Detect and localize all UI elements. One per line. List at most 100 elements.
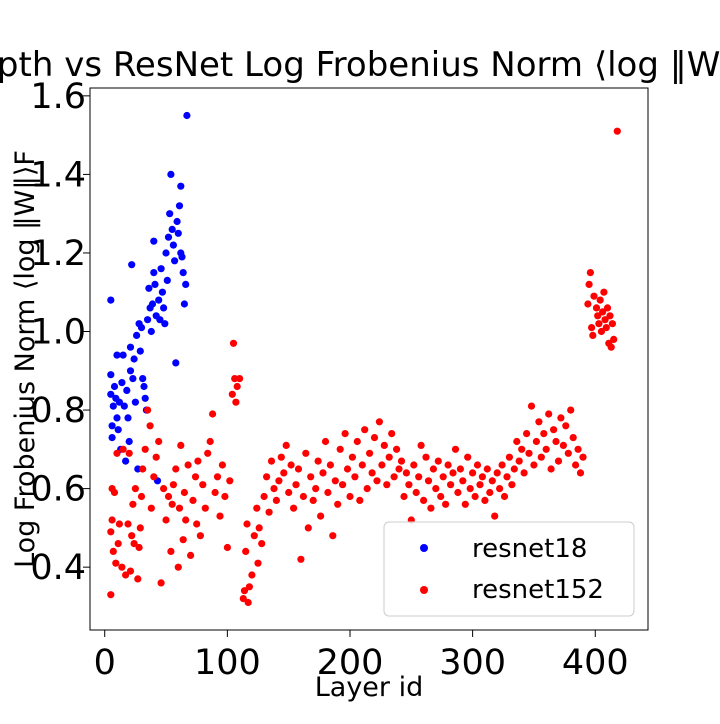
point-resnet152-153 bbox=[432, 485, 440, 493]
point-resnet18-8 bbox=[113, 351, 121, 359]
point-resnet18-42 bbox=[151, 280, 159, 288]
point-resnet152-66 bbox=[229, 339, 238, 347]
point-resnet18-17 bbox=[123, 386, 131, 394]
point-resnet152-219 bbox=[590, 292, 598, 300]
point-resnet152-114 bbox=[336, 445, 344, 453]
point-resnet152-36 bbox=[167, 547, 175, 556]
point-resnet152-46 bbox=[184, 461, 192, 469]
point-resnet152-85 bbox=[265, 508, 273, 516]
point-resnet152-208 bbox=[567, 406, 575, 414]
point-resnet152-184 bbox=[508, 481, 516, 489]
point-resnet18-41 bbox=[150, 269, 158, 277]
point-resnet152-4 bbox=[109, 547, 117, 556]
point-resnet152-76 bbox=[245, 583, 253, 591]
point-resnet152-148 bbox=[420, 496, 428, 504]
point-resnet152-181 bbox=[500, 492, 509, 501]
point-resnet152-61 bbox=[218, 461, 226, 469]
point-resnet18-26 bbox=[133, 331, 141, 339]
point-resnet152-116 bbox=[341, 430, 349, 438]
point-resnet152-57 bbox=[209, 410, 217, 418]
point-resnet152-177 bbox=[491, 512, 499, 520]
point-resnet18-38 bbox=[147, 327, 155, 336]
point-resnet152-63 bbox=[223, 543, 231, 552]
point-resnet152-8 bbox=[114, 540, 122, 548]
point-resnet152-59 bbox=[213, 473, 222, 481]
point-resnet152-126 bbox=[366, 449, 374, 457]
point-resnet152-152 bbox=[429, 465, 437, 473]
point-resnet152-56 bbox=[206, 437, 214, 446]
point-resnet152-74 bbox=[243, 520, 251, 528]
point-resnet152-204 bbox=[557, 414, 565, 422]
point-resnet152-200 bbox=[547, 465, 555, 473]
point-resnet152-54 bbox=[201, 504, 209, 512]
point-resnet152-165 bbox=[461, 500, 469, 508]
point-resnet152-0 bbox=[107, 591, 115, 599]
y-axis-ticks: 0.4 0.6 0.8 1.0 1.2 1.4 1.6 bbox=[30, 77, 90, 588]
point-resnet152-212 bbox=[576, 469, 585, 477]
point-resnet152-10 bbox=[118, 563, 126, 571]
y-tick-label: 1.2 bbox=[30, 234, 86, 274]
point-resnet152-117 bbox=[343, 465, 352, 473]
point-resnet18-25 bbox=[131, 398, 139, 406]
point-resnet152-188 bbox=[518, 445, 526, 453]
point-resnet152-69 bbox=[233, 382, 241, 391]
point-resnet152-75 bbox=[244, 598, 252, 607]
point-resnet152-28 bbox=[147, 504, 155, 512]
point-resnet152-203 bbox=[554, 457, 563, 465]
point-resnet152-33 bbox=[160, 485, 168, 493]
point-resnet18-46 bbox=[156, 316, 164, 324]
point-resnet152-150 bbox=[424, 477, 433, 485]
point-resnet152-89 bbox=[275, 477, 283, 485]
point-resnet18-16 bbox=[122, 457, 130, 465]
point-resnet152-211 bbox=[574, 445, 582, 453]
point-resnet152-173 bbox=[481, 496, 489, 504]
point-resnet18-32 bbox=[140, 382, 148, 391]
point-resnet18-45 bbox=[155, 296, 163, 304]
point-resnet152-206 bbox=[562, 422, 570, 430]
point-resnet152-214 bbox=[584, 300, 592, 308]
point-resnet152-99 bbox=[299, 492, 307, 501]
point-resnet152-22 bbox=[136, 524, 144, 532]
point-resnet18-47 bbox=[157, 265, 165, 273]
point-resnet152-224 bbox=[597, 327, 606, 336]
point-resnet152-139 bbox=[397, 457, 406, 465]
point-resnet18-61 bbox=[174, 229, 182, 237]
point-resnet18-49 bbox=[160, 304, 168, 312]
point-resnet152-19 bbox=[131, 485, 139, 493]
point-resnet18-55 bbox=[167, 170, 175, 178]
point-resnet152-222 bbox=[595, 320, 603, 328]
point-resnet152-180 bbox=[498, 461, 506, 469]
point-resnet18-2 bbox=[107, 390, 115, 398]
point-resnet18-3 bbox=[108, 422, 116, 430]
point-resnet152-121 bbox=[353, 437, 361, 446]
point-resnet152-234 bbox=[610, 335, 618, 343]
point-resnet152-132 bbox=[380, 441, 388, 449]
point-resnet152-156 bbox=[439, 473, 447, 481]
point-resnet152-205 bbox=[559, 441, 568, 449]
point-resnet152-162 bbox=[454, 488, 462, 497]
x-axis-label: Layer id bbox=[315, 672, 424, 703]
point-resnet152-187 bbox=[515, 457, 523, 465]
point-resnet152-113 bbox=[334, 500, 342, 508]
point-resnet152-88 bbox=[272, 496, 280, 504]
point-resnet152-161 bbox=[451, 445, 460, 453]
point-resnet18-39 bbox=[148, 300, 157, 308]
point-resnet152-178 bbox=[493, 469, 501, 477]
point-resnet152-168 bbox=[469, 469, 477, 477]
point-resnet152-68 bbox=[232, 398, 240, 406]
point-resnet18-63 bbox=[177, 182, 185, 190]
point-resnet152-49 bbox=[191, 473, 200, 481]
point-resnet152-217 bbox=[588, 324, 596, 332]
point-resnet18-48 bbox=[158, 288, 166, 296]
point-resnet152-122 bbox=[356, 496, 364, 504]
y-tick-label: 0.4 bbox=[30, 548, 86, 588]
point-resnet152-151 bbox=[427, 504, 435, 512]
point-resnet18-10 bbox=[114, 426, 122, 434]
point-resnet152-93 bbox=[285, 488, 293, 497]
point-resnet152-223 bbox=[596, 296, 604, 304]
point-resnet152-91 bbox=[280, 469, 288, 477]
point-resnet18-30 bbox=[137, 324, 146, 332]
legend-marker-resnet152 bbox=[420, 586, 428, 594]
